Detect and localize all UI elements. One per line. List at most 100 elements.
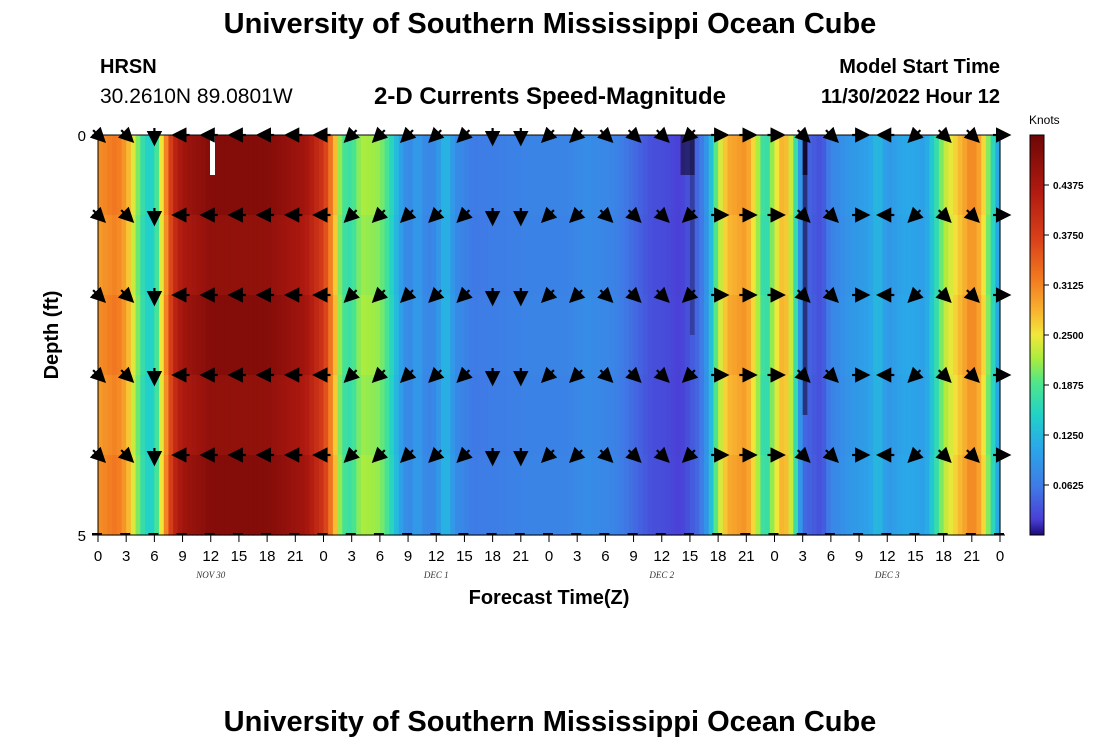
heatmap-cell xyxy=(121,215,127,296)
heatmap-cell xyxy=(135,375,141,456)
heatmap-cell xyxy=(581,295,588,376)
heatmap-cell xyxy=(577,135,583,216)
heatmap-cell xyxy=(300,215,306,296)
heatmap-cell xyxy=(567,375,574,456)
heatmap-cell xyxy=(168,215,174,296)
heatmap-cell xyxy=(144,375,151,456)
heatmap-cell xyxy=(431,135,437,216)
heatmap-cell xyxy=(572,215,578,296)
heatmap-cell xyxy=(591,295,597,376)
heatmap-cell xyxy=(304,295,311,376)
heatmap-cell xyxy=(793,455,799,536)
colorbar-tick-label: 0.1875 xyxy=(1053,381,1084,392)
heatmap-cell xyxy=(530,295,536,376)
current-arrow xyxy=(681,366,699,383)
heatmap-cell xyxy=(408,295,414,376)
current-arrow xyxy=(653,366,670,383)
heatmap-cell xyxy=(957,135,964,216)
heatmap-cell xyxy=(224,455,231,536)
heatmap-cell xyxy=(201,455,207,536)
x-tick-label: 15 xyxy=(456,548,473,565)
heatmap-cell xyxy=(567,455,574,536)
heatmap-cell xyxy=(440,295,447,376)
heatmap-cell xyxy=(98,135,104,216)
heatmap-cell xyxy=(361,215,367,296)
heatmap-cell xyxy=(234,295,240,376)
heatmap-cell xyxy=(638,455,644,536)
heatmap-cell xyxy=(680,455,686,536)
heatmap-cell xyxy=(807,455,813,536)
heatmap-cell xyxy=(502,295,508,376)
heatmap-cell xyxy=(220,455,226,536)
heatmap-cell xyxy=(121,135,127,216)
heatmap-cell xyxy=(595,135,602,216)
heatmap-cell xyxy=(445,215,451,296)
heatmap-cell xyxy=(177,135,184,216)
heatmap-cell xyxy=(426,375,433,456)
heatmap-cell xyxy=(102,215,108,296)
heatmap-cell xyxy=(191,215,198,296)
heatmap-cell xyxy=(163,375,170,456)
current-arrow xyxy=(935,206,952,223)
heatmap-cell xyxy=(948,375,954,456)
heatmap-cell xyxy=(473,455,480,536)
heatmap-cell xyxy=(300,295,306,376)
heatmap-cell xyxy=(346,295,353,376)
heatmap-cell xyxy=(309,375,315,456)
heatmap-cell xyxy=(906,135,912,216)
heatmap-cell xyxy=(661,215,668,296)
heatmap-cell xyxy=(534,295,541,376)
heatmap-cell xyxy=(459,375,466,456)
heatmap-cell xyxy=(144,295,151,376)
x-tick-label: 18 xyxy=(259,548,276,565)
heatmap-cell xyxy=(967,135,973,216)
heatmap-cell xyxy=(934,455,940,536)
heatmap-cell xyxy=(544,455,550,536)
heatmap-cell xyxy=(746,375,752,456)
heatmap-cell xyxy=(849,455,855,536)
heatmap-cell xyxy=(149,135,155,216)
heatmap-cell xyxy=(953,375,959,456)
heatmap-cell xyxy=(516,135,522,216)
heatmap-cell xyxy=(276,215,282,296)
heatmap-cell xyxy=(130,135,137,216)
heatmap-cell xyxy=(591,215,597,296)
x-tick-label: 6 xyxy=(827,548,835,565)
heatmap-cell xyxy=(281,215,287,296)
heatmap-cell xyxy=(840,135,846,216)
heatmap-cell xyxy=(318,135,325,216)
heatmap-cell xyxy=(971,455,978,536)
heatmap-cell xyxy=(924,215,931,296)
colorbar-tick-label: 0.1250 xyxy=(1053,431,1084,442)
heatmap-cell xyxy=(934,135,940,216)
heatmap-cell xyxy=(403,215,409,296)
day-label: DEC 3 xyxy=(874,570,900,580)
heatmap-cell xyxy=(722,375,729,456)
heatmap-cell xyxy=(783,455,790,536)
heatmap-cell xyxy=(417,375,423,456)
heatmap-cell xyxy=(497,295,503,376)
heatmap-cell xyxy=(610,295,616,376)
heatmap-cell xyxy=(384,455,390,536)
x-tick-label: 6 xyxy=(601,548,609,565)
heatmap-cell xyxy=(257,295,264,376)
heatmap-cell xyxy=(595,215,602,296)
heatmap-cell xyxy=(807,375,813,456)
heatmap-cell xyxy=(736,455,743,536)
heatmap-cell xyxy=(408,375,414,456)
heatmap-cell xyxy=(304,215,311,296)
heatmap-cell xyxy=(314,455,320,536)
heatmap-cell xyxy=(595,455,602,536)
heatmap-cell xyxy=(412,295,419,376)
heatmap-cell xyxy=(863,455,870,536)
heatmap-cell xyxy=(638,295,644,376)
heatmap-cell xyxy=(130,375,137,456)
x-tick-label: 0 xyxy=(94,548,102,565)
heatmap-cell xyxy=(854,215,860,296)
heatmap-cell xyxy=(788,375,794,456)
heatmap-cell xyxy=(478,455,484,536)
heatmap-cell xyxy=(929,215,935,296)
current-arrow xyxy=(597,286,614,303)
heatmap-cell xyxy=(722,295,729,376)
heatmap-cell xyxy=(102,295,108,376)
